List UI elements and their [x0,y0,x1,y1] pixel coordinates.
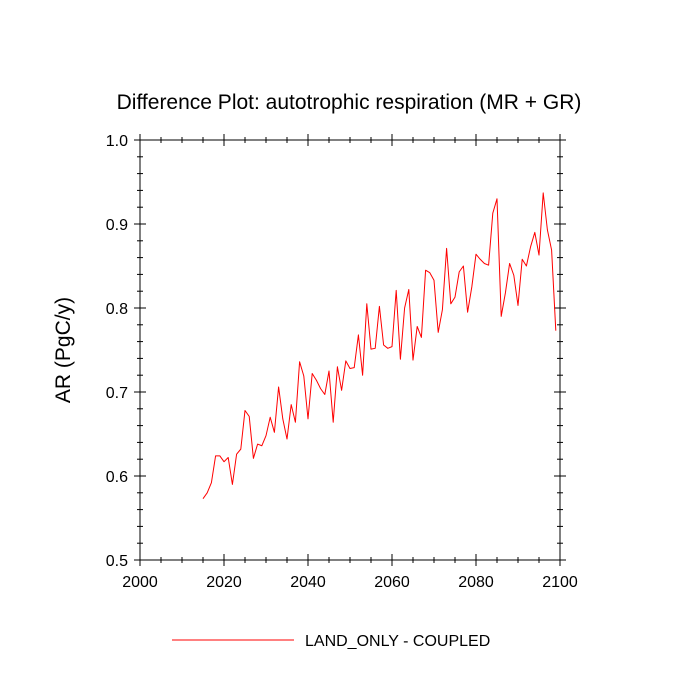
legend-label: LAND_ONLY - COUPLED [305,633,490,650]
x-tick-label: 2040 [290,574,326,591]
x-tick-label: 2000 [122,574,158,591]
series-line [202,192,557,499]
axis-tick-labels: 2000 2020 2040 2060 2080 2100 0.5 0.6 0.7 0.8 0.9 1… [106,133,578,591]
y-tick-label: 0.6 [106,469,128,486]
x-tick-label: 2020 [206,574,242,591]
x-tick-label: 2060 [374,574,410,591]
y-tick-label: 1.0 [106,133,128,150]
y-tick-label: 0.5 [106,553,128,570]
series-layer [202,192,557,499]
axis-ticks [134,134,566,566]
x-tick-label: 2080 [458,574,494,591]
chart-title: Difference Plot: autotrophic respiration… [117,91,582,114]
y-tick-label: 0.7 [106,385,128,402]
y-axis-label: AR (PgC/y) [52,297,75,403]
legend: LAND_ONLY - COUPLED [172,633,490,650]
y-tick-label: 0.8 [106,301,128,318]
x-tick-label: 2100 [542,574,578,591]
y-tick-label: 0.9 [106,217,128,234]
